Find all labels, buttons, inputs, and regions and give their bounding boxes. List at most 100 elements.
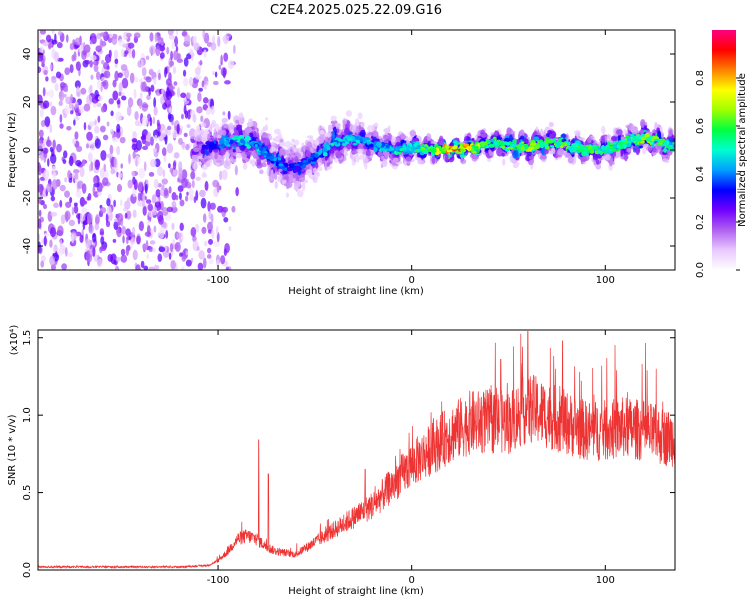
noise-blob xyxy=(179,238,182,244)
noise-blob xyxy=(157,122,161,131)
spectral-blob xyxy=(372,123,379,127)
noise-blob xyxy=(200,115,204,123)
noise-blob xyxy=(109,32,114,39)
noise-blob xyxy=(68,177,73,183)
noise-blob xyxy=(64,87,69,93)
spectral-blob xyxy=(221,117,229,123)
noise-blob xyxy=(56,42,63,49)
spectral-blob xyxy=(578,137,585,141)
noise-blob xyxy=(189,128,196,139)
noise-blob xyxy=(215,225,219,235)
noise-blob xyxy=(153,106,158,116)
noise-blob xyxy=(222,111,226,116)
noise-blob xyxy=(146,219,151,227)
noise-blob xyxy=(51,39,58,45)
noise-blob xyxy=(125,245,131,252)
noise-blob xyxy=(146,253,150,259)
spectral-blob xyxy=(630,127,638,133)
spectral-blob xyxy=(405,156,412,162)
noise-blob xyxy=(148,171,155,177)
noise-blob xyxy=(69,64,74,74)
noise-blob xyxy=(39,185,43,196)
noise-blob xyxy=(143,265,149,270)
noise-blob xyxy=(171,192,177,201)
noise-blob xyxy=(200,122,207,128)
noise-blob xyxy=(105,220,111,228)
spectral-blob xyxy=(211,119,217,128)
noise-blob xyxy=(38,209,42,217)
spectral-blob xyxy=(317,166,323,172)
spectral-blob xyxy=(616,129,623,136)
spectral-blob xyxy=(235,146,239,151)
noise-blob xyxy=(81,49,87,61)
noise-blob xyxy=(131,236,136,245)
noise-blob xyxy=(97,115,101,123)
spectral-blob xyxy=(259,169,264,175)
spectral-blob xyxy=(274,135,281,143)
noise-blob xyxy=(172,168,178,177)
noise-blob xyxy=(99,167,105,179)
spectral-blob xyxy=(604,136,608,143)
noise-blob xyxy=(196,246,200,252)
noise-blob xyxy=(163,187,169,197)
noise-blob xyxy=(52,139,56,150)
noise-blob xyxy=(38,31,41,42)
noise-blob xyxy=(155,188,161,198)
spectral-blob xyxy=(335,151,343,159)
noise-blob xyxy=(143,161,147,172)
noise-blob xyxy=(181,113,184,120)
noise-blob xyxy=(106,65,110,71)
noise-blob xyxy=(116,145,121,156)
noise-blob xyxy=(177,53,181,60)
noise-blob xyxy=(85,143,90,149)
noise-blob xyxy=(121,77,129,89)
noise-blob xyxy=(69,110,74,115)
noise-blob xyxy=(131,49,136,59)
noise-blob xyxy=(38,66,42,74)
noise-blob xyxy=(75,61,81,71)
noise-blob xyxy=(42,203,48,210)
spectral-blob xyxy=(314,171,320,176)
spectral-blob xyxy=(501,158,506,166)
spectral-blob xyxy=(191,154,199,161)
spectral-blob xyxy=(496,135,501,140)
noise-blob xyxy=(161,184,165,191)
spectral-blob xyxy=(292,174,298,179)
noise-blob xyxy=(116,183,123,193)
noise-blob xyxy=(206,253,212,259)
spectral-blob xyxy=(608,158,613,167)
noise-blob xyxy=(124,200,131,210)
spectral-blob xyxy=(193,162,198,171)
noise-blob xyxy=(166,143,174,154)
spectral-blob xyxy=(388,133,392,142)
noise-blob xyxy=(169,242,174,253)
spectral-blob xyxy=(377,150,383,158)
spectral-blob xyxy=(332,156,336,160)
ridge-core-blob xyxy=(206,140,210,144)
noise-blob xyxy=(197,262,204,270)
noise-blob xyxy=(113,199,116,208)
noise-blob xyxy=(65,34,69,43)
spectral-blob xyxy=(215,123,220,131)
noise-blob xyxy=(116,123,121,133)
noise-blob xyxy=(86,196,90,201)
noise-blob xyxy=(184,34,191,45)
spectral-blob xyxy=(543,149,549,155)
noise-blob xyxy=(101,59,105,65)
noise-blob xyxy=(68,155,74,167)
noise-blob xyxy=(179,222,184,231)
spectral-blob xyxy=(512,149,519,159)
noise-blob xyxy=(44,116,51,128)
noise-blob xyxy=(185,143,190,151)
spectral-blob xyxy=(301,183,306,188)
ridge-core-blob xyxy=(256,148,260,152)
spectral-blob xyxy=(520,135,525,140)
noise-blob xyxy=(200,197,207,209)
spectral-blob xyxy=(392,157,399,163)
spectral-blob xyxy=(391,141,396,146)
noise-blob xyxy=(159,230,165,239)
noise-blob xyxy=(83,103,91,112)
noise-blob xyxy=(71,233,75,244)
noise-blob xyxy=(168,34,176,40)
spectral-blob xyxy=(284,140,292,149)
